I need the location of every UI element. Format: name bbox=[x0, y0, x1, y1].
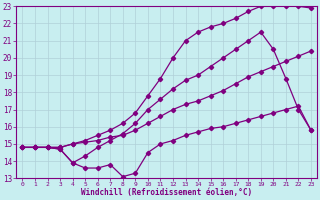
X-axis label: Windchill (Refroidissement éolien,°C): Windchill (Refroidissement éolien,°C) bbox=[81, 188, 252, 197]
